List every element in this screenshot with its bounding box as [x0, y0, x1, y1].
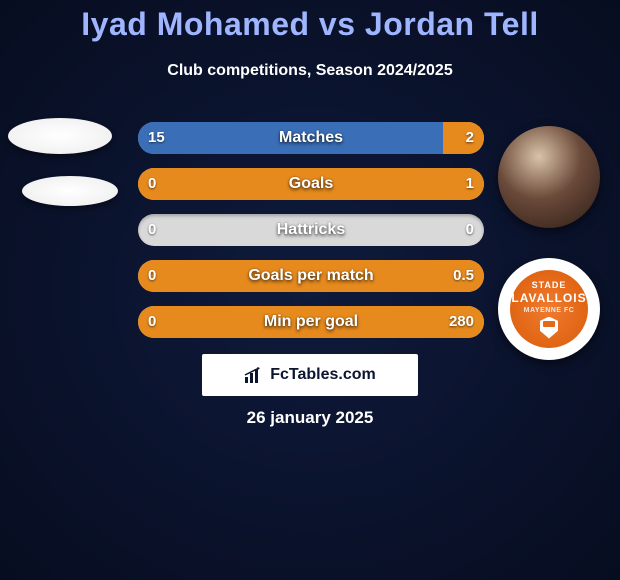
bars-icon: [244, 366, 264, 384]
player-right-avatar: [498, 126, 600, 228]
player-left-club-logo: [22, 176, 118, 206]
player-left-name: Iyad Mohamed: [81, 6, 309, 42]
stat-row: 01Goals: [138, 168, 484, 200]
badge-line3: MAYENNE FC: [524, 307, 575, 314]
badge-line2: LAVALLOIS: [511, 291, 586, 305]
brand-text: FcTables.com: [270, 366, 376, 384]
report-date: 26 january 2025: [0, 408, 620, 428]
player-right-name: Jordan Tell: [365, 6, 539, 42]
page-title: Iyad Mohamed vs Jordan Tell: [0, 6, 620, 43]
badge-line1: STADE: [532, 280, 567, 290]
stat-row: 0280Min per goal: [138, 306, 484, 338]
badge-shield-icon: [540, 317, 558, 339]
stats-container: 152Matches 01Goals 00Hattricks 00.5Goals pe…: [138, 122, 484, 352]
player-right-club-logo: STADE LAVALLOIS MAYENNE FC: [498, 258, 600, 360]
category-label: Goals: [138, 168, 484, 200]
club-badge: STADE LAVALLOIS MAYENNE FC: [510, 270, 588, 348]
brand-logo: FcTables.com: [202, 354, 418, 396]
category-label: Matches: [138, 122, 484, 154]
category-label: Hattricks: [138, 214, 484, 246]
stat-row: 152Matches: [138, 122, 484, 154]
stat-row: 00Hattricks: [138, 214, 484, 246]
category-label: Goals per match: [138, 260, 484, 292]
comparison-card: Iyad Mohamed vs Jordan Tell Club competi…: [0, 0, 620, 580]
vs-label: vs: [319, 6, 356, 42]
player-left-avatar: [8, 118, 112, 154]
stat-row: 00.5Goals per match: [138, 260, 484, 292]
category-label: Min per goal: [138, 306, 484, 338]
subtitle: Club competitions, Season 2024/2025: [0, 62, 620, 80]
